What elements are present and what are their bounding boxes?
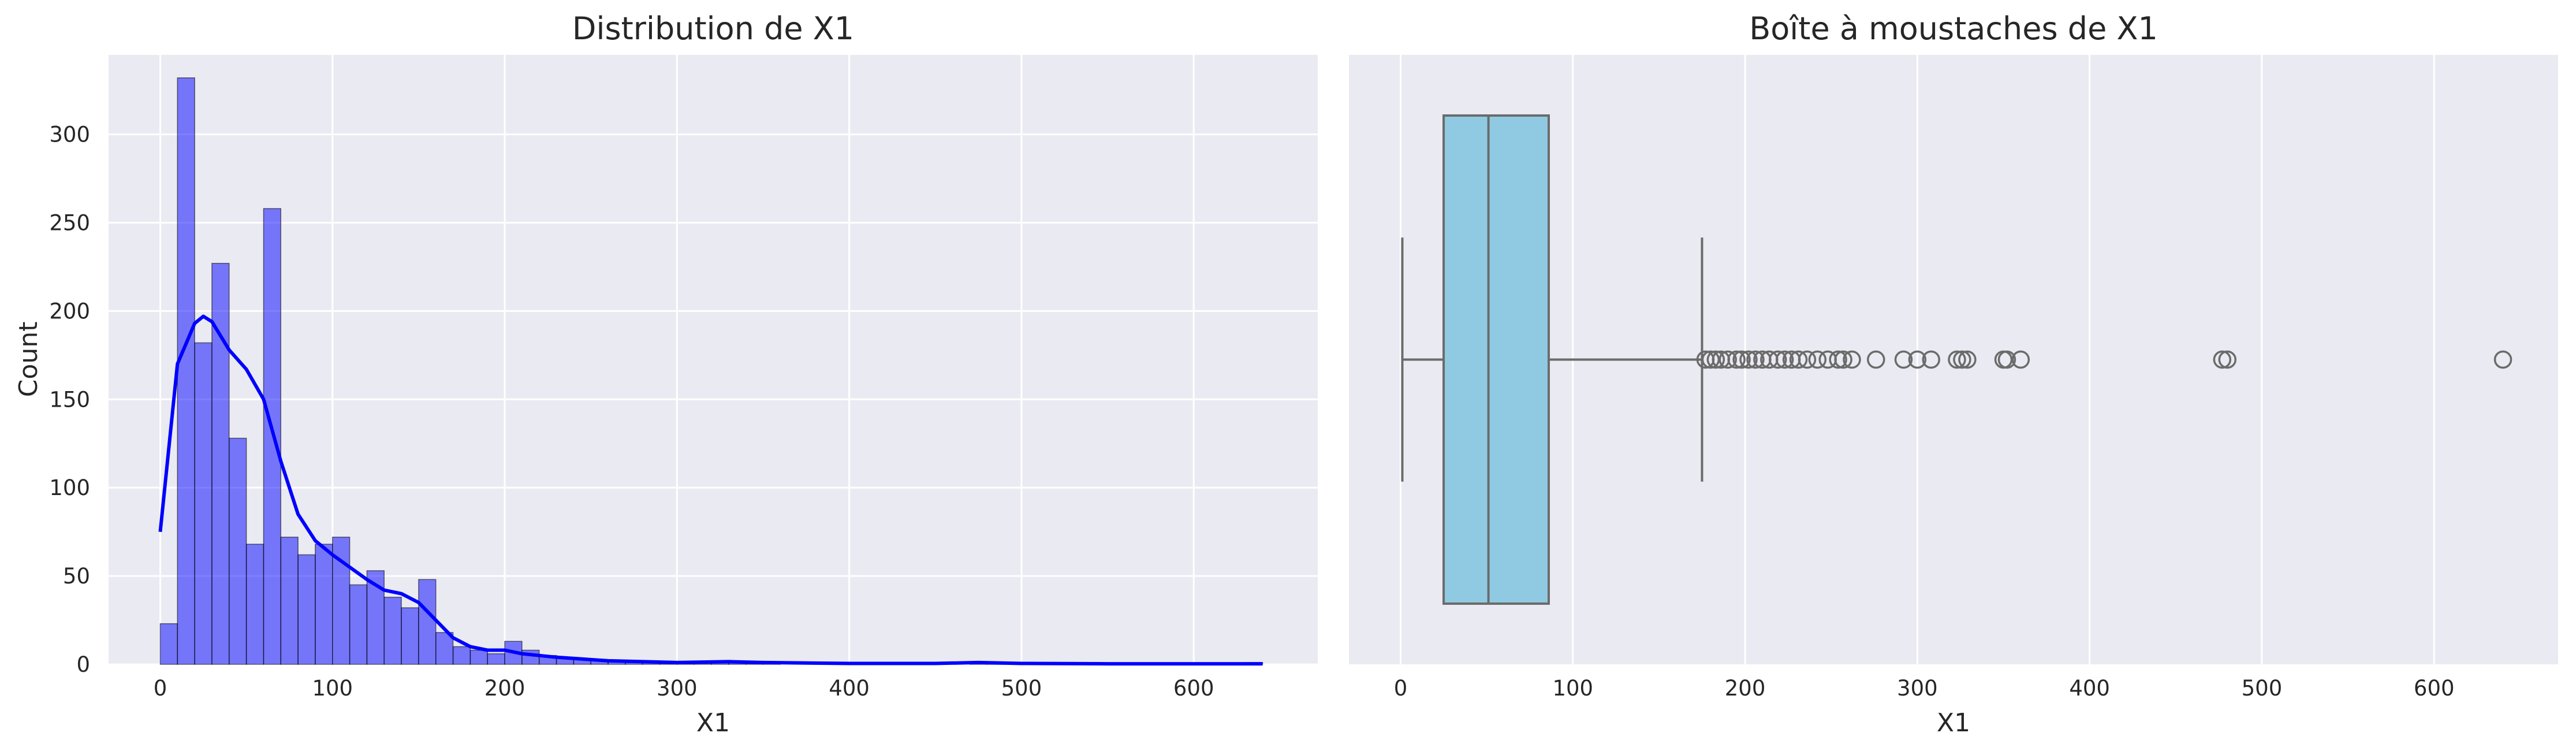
histogram-bar (469, 649, 488, 665)
histogram-bar (401, 607, 419, 665)
boxplot-title: Boîte à moustaches de X1 (1749, 10, 2158, 47)
boxplot-x-axis-label: X1 (1937, 708, 1970, 738)
outlier-point (1834, 350, 1852, 369)
x-tick-label: 100 (1552, 676, 1593, 701)
histogram-x-gridlines (159, 55, 1195, 664)
histogram-x-axis-label: X1 (696, 708, 730, 738)
outlier-point (1958, 350, 1977, 369)
outlier-point (1768, 350, 1787, 369)
y-tick-label: 300 (49, 122, 90, 147)
y-tick-label: 200 (49, 299, 90, 323)
outlier-point (1746, 350, 1765, 369)
histogram-bar (383, 597, 402, 665)
outlier-point (1732, 350, 1751, 369)
outlier-point (2493, 350, 2512, 369)
outlier-point (1894, 350, 1913, 369)
x-tick-label: 200 (1725, 676, 1766, 701)
outlier-point (2213, 350, 2232, 369)
outlier-point (1727, 350, 1746, 369)
outlier-point (2011, 350, 2030, 369)
x-tick-label: 500 (1001, 676, 1042, 701)
x-tick-label: 300 (657, 676, 698, 701)
histogram-bar (349, 584, 368, 665)
histogram-bar (452, 646, 471, 665)
x-tick-label: 600 (2414, 676, 2455, 701)
outlier-point (1867, 350, 1885, 369)
histogram-bar (177, 77, 195, 665)
outlier-point (1953, 350, 1971, 369)
histogram-y-tick-labels: 0 50 100 150 200 250 300 (49, 122, 90, 677)
kde-line (158, 314, 1263, 666)
histogram-bar (229, 437, 247, 665)
boxplot-box-group (1401, 114, 1703, 605)
iqr-box (1442, 114, 1550, 605)
outlier-point (1948, 350, 1966, 369)
x-tick-label: 0 (154, 676, 167, 701)
histogram-bar (280, 537, 299, 665)
x-tick-label: 400 (829, 676, 870, 701)
outlier-point (1997, 350, 2016, 369)
x-tick-label: 200 (484, 676, 525, 701)
outlier-point (1922, 350, 1940, 369)
histogram-title: Distribution de X1 (572, 10, 854, 47)
y-tick-label: 50 (63, 564, 90, 589)
outlier-point (1718, 350, 1737, 369)
outlier-point (1908, 350, 1927, 369)
outlier-point (1798, 350, 1817, 369)
outlier-point (1789, 350, 1808, 369)
boxplot-outliers (1696, 350, 2512, 369)
histogram-bar (245, 544, 264, 665)
histogram-bar (297, 554, 316, 665)
histogram-bar (315, 544, 333, 665)
outlier-point (1808, 350, 1827, 369)
outlier-point (1843, 350, 1861, 369)
boxplot-panel: 0 100 200 300 400 500 600 Boîte à moustaches d… (1349, 10, 2558, 738)
histogram-panel: 0 100 200 300 400 500 600 0 50 100 150 200 250 300 D… (14, 10, 1318, 738)
outlier-point (1775, 350, 1794, 369)
y-tick-label: 100 (49, 475, 90, 500)
histogram-bar (194, 342, 213, 665)
x-tick-label: 100 (312, 676, 353, 701)
x-tick-label: 600 (1173, 676, 1214, 701)
histogram-bar (418, 579, 437, 665)
outlier-point (1706, 350, 1725, 369)
histogram-x-tick-labels: 0 100 200 300 400 500 600 (154, 676, 1214, 701)
histogram-bar (159, 623, 178, 665)
histogram-bar (487, 653, 505, 665)
x-tick-label: 300 (1897, 676, 1938, 701)
outlier-point (1739, 350, 1758, 369)
outlier-point (1701, 350, 1720, 369)
y-tick-label: 250 (49, 211, 90, 236)
x-tick-label: 0 (1394, 676, 1408, 701)
histogram-y-axis-label: Count (14, 322, 43, 397)
y-tick-label: 0 (76, 652, 90, 677)
x-tick-label: 400 (2069, 676, 2110, 701)
x-tick-label: 500 (2242, 676, 2283, 701)
outlier-point (2218, 350, 2237, 369)
y-tick-label: 150 (49, 387, 90, 412)
boxplot-x-tick-labels: 0 100 200 300 400 500 600 (1394, 676, 2455, 701)
outlier-point (1829, 350, 1847, 369)
